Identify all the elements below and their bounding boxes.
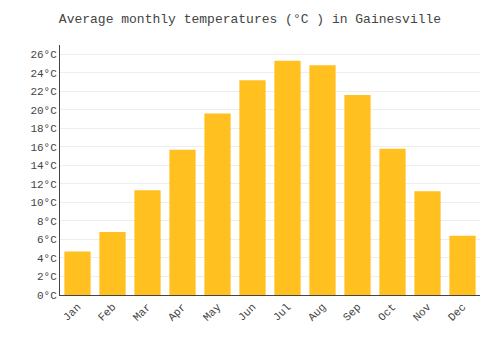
svg-text:0°C: 0°C [37, 290, 57, 302]
svg-text:4°C: 4°C [37, 253, 57, 265]
svg-text:Oct: Oct [376, 301, 398, 323]
svg-text:18°C: 18°C [30, 123, 57, 135]
svg-text:Sep: Sep [341, 301, 363, 323]
svg-text:Aug: Aug [306, 301, 328, 323]
svg-text:12°C: 12°C [30, 179, 57, 191]
svg-text:22°C: 22°C [30, 86, 57, 98]
svg-text:14°C: 14°C [30, 160, 57, 172]
svg-text:Average monthly temperatures (: Average monthly temperatures (°C ) in Ga… [59, 12, 441, 27]
svg-text:10°C: 10°C [30, 197, 57, 209]
svg-text:26°C: 26°C [30, 49, 57, 61]
svg-text:Apr: Apr [166, 301, 188, 323]
svg-text:Jun: Jun [236, 301, 258, 323]
svg-text:Jan: Jan [61, 301, 83, 323]
svg-text:16°C: 16°C [30, 142, 57, 154]
svg-text:2°C: 2°C [37, 271, 57, 283]
svg-text:Dec: Dec [446, 301, 468, 323]
svg-text:May: May [201, 301, 224, 324]
svg-text:8°C: 8°C [37, 216, 57, 228]
svg-text:24°C: 24°C [30, 68, 57, 80]
svg-text:Feb: Feb [96, 301, 118, 323]
svg-text:20°C: 20°C [30, 105, 57, 117]
svg-text:Nov: Nov [411, 301, 434, 324]
svg-text:6°C: 6°C [37, 234, 57, 246]
svg-text:Mar: Mar [131, 301, 153, 323]
svg-text:Jul: Jul [271, 301, 293, 323]
